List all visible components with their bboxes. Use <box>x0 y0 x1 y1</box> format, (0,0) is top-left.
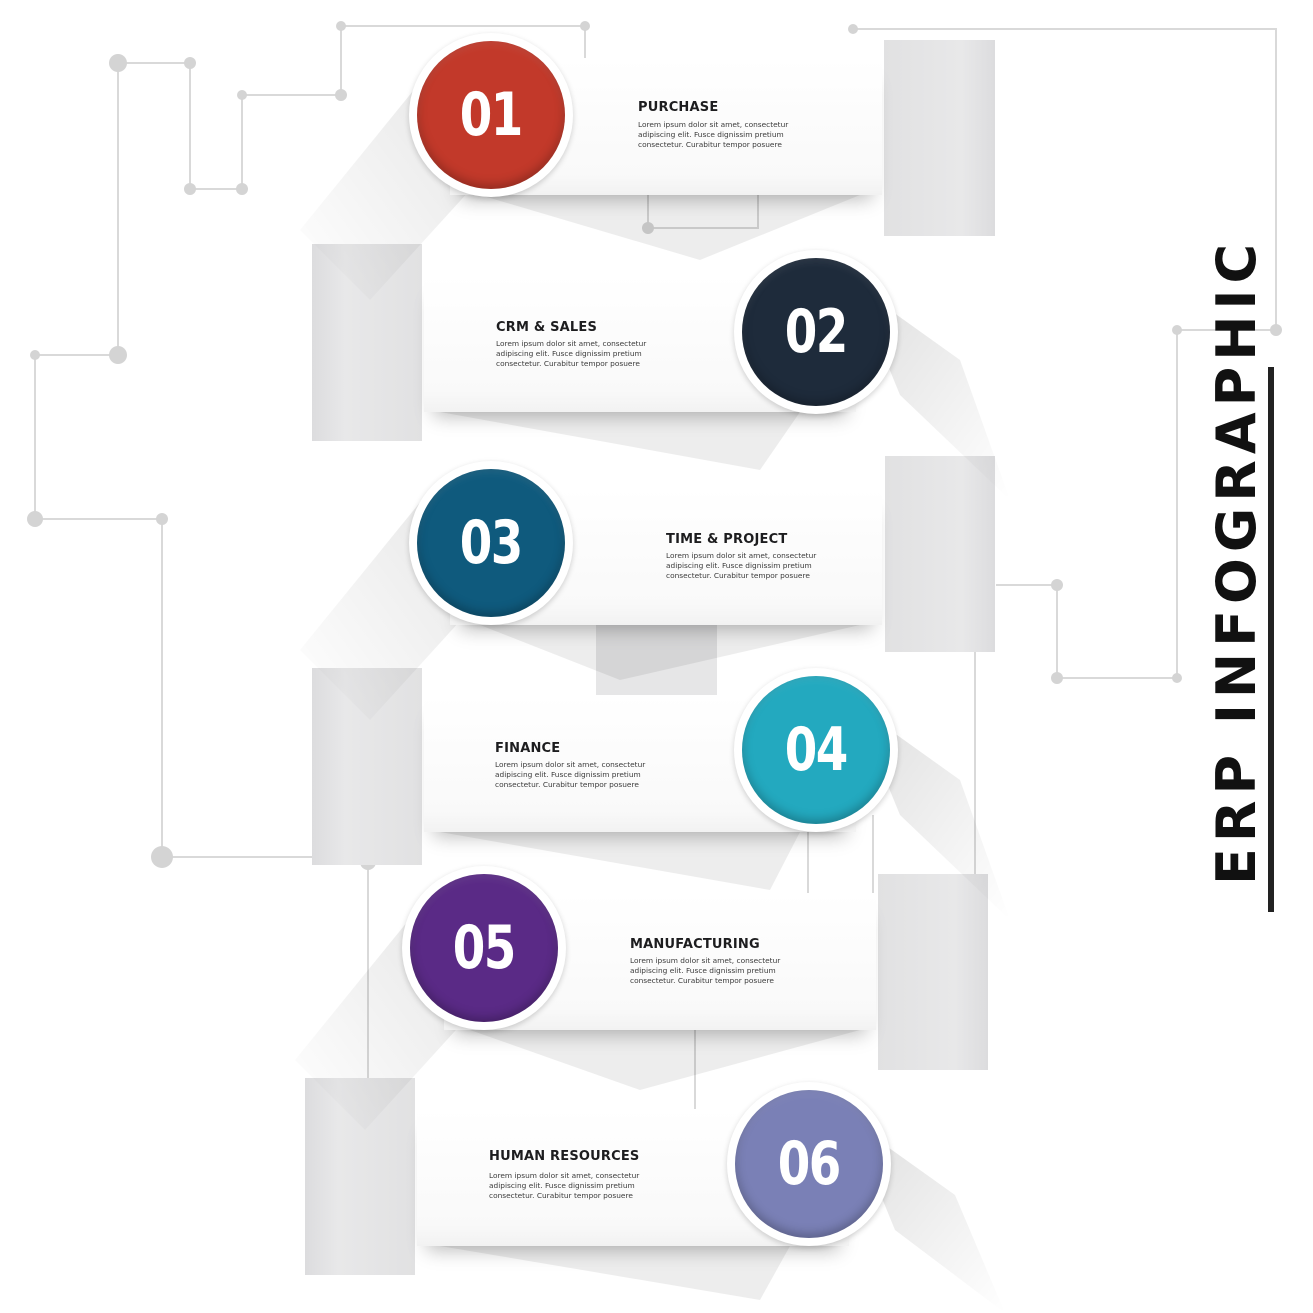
step-title: TIME & PROJECT <box>666 532 788 547</box>
step-circle: 02 <box>742 258 890 406</box>
fold-tab-5 <box>878 874 988 1070</box>
infographic-title: ERP INFOGRAPHIC <box>1205 237 1268 885</box>
fold-tab-1 <box>884 40 995 236</box>
step-number: 01 <box>459 80 524 150</box>
step-circle: 04 <box>742 676 890 824</box>
step-badge-4: 04 <box>734 668 898 832</box>
step-description: Lorem ipsum dolor sit amet, consectetur … <box>489 1171 640 1200</box>
title-accent-bar <box>1268 367 1274 912</box>
step-number: 02 <box>784 297 849 367</box>
step-title: CRM & SALES <box>496 320 598 335</box>
fold-tab-3 <box>885 456 995 652</box>
step-title: HUMAN RESOURCES <box>489 1149 640 1164</box>
step-badge-2: 02 <box>734 250 898 414</box>
step-circle: 03 <box>417 469 565 617</box>
step-circle: 05 <box>410 874 558 1022</box>
step-description: Lorem ipsum dolor sit amet, consectetur … <box>638 120 789 149</box>
step-title: MANUFACTURING <box>630 937 760 952</box>
step-badge-5: 05 <box>402 866 566 1030</box>
step-number: 03 <box>459 508 524 578</box>
step-number: 05 <box>452 913 517 983</box>
step-circle: 01 <box>417 41 565 189</box>
step-number: 06 <box>777 1129 842 1199</box>
step-title: FINANCE <box>495 741 561 756</box>
step-description: Lorem ipsum dolor sit amet, consectetur … <box>666 551 817 580</box>
step-badge-3: 03 <box>409 461 573 625</box>
step-badge-1: 01 <box>409 33 573 197</box>
step-number: 04 <box>784 715 849 785</box>
fold-tab-3b <box>596 625 717 697</box>
step-circle: 06 <box>735 1090 883 1238</box>
step-badge-6: 06 <box>727 1082 891 1246</box>
step-description: Lorem ipsum dolor sit amet, consectetur … <box>496 339 647 368</box>
step-title: PURCHASE <box>638 100 719 115</box>
step-description: Lorem ipsum dolor sit amet, consectetur … <box>495 760 646 789</box>
step-description: Lorem ipsum dolor sit amet, consectetur … <box>630 956 781 985</box>
